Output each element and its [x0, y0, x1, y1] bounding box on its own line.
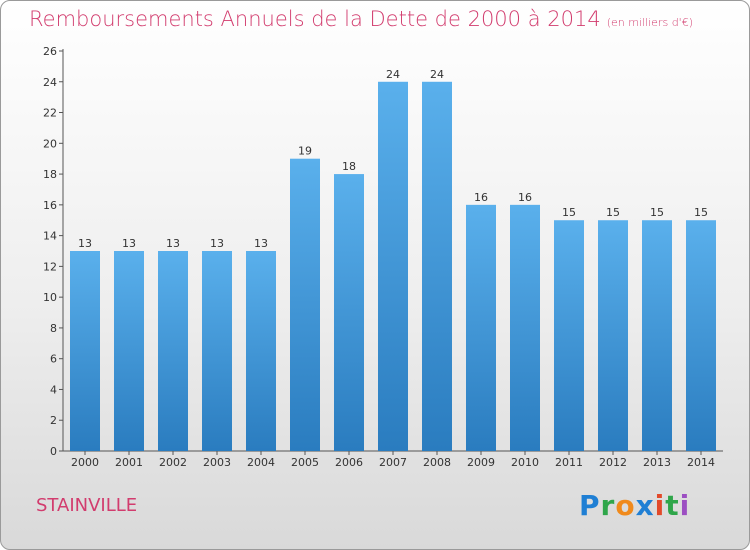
data-label-2010: 16 — [518, 191, 532, 204]
chart-title-text: Remboursements Annuels de la Dette de 20… — [29, 7, 601, 31]
data-label-2005: 19 — [298, 145, 312, 158]
bar-2010 — [510, 204, 540, 451]
x-tick-label-2004: 2004 — [247, 456, 275, 469]
data-label-2009: 16 — [474, 191, 488, 204]
bar-2014 — [686, 220, 716, 451]
data-label-2007: 24 — [386, 68, 400, 81]
y-tick-label: 6 — [50, 353, 57, 366]
y-tick-label: 18 — [43, 168, 57, 181]
x-tick-label-2011: 2011 — [555, 456, 583, 469]
bar-2000 — [70, 251, 100, 451]
x-tick-label-2002: 2002 — [159, 456, 187, 469]
data-label-2013: 15 — [650, 206, 664, 219]
data-label-2004: 13 — [254, 237, 268, 250]
data-label-2001: 13 — [122, 237, 136, 250]
x-tick-label-2013: 2013 — [643, 456, 671, 469]
data-label-2008: 24 — [430, 68, 444, 81]
y-tick-label: 26 — [43, 45, 57, 58]
y-tick-label: 0 — [50, 445, 57, 458]
bar-2006 — [334, 174, 364, 452]
y-tick-label: 14 — [43, 230, 57, 243]
x-tick-label-2000: 2000 — [71, 456, 99, 469]
place-name: STAINVILLE — [36, 495, 138, 516]
x-tick-label-2001: 2001 — [115, 456, 143, 469]
chart-title: Remboursements Annuels de la Dette de 20… — [29, 7, 693, 31]
y-tick-label: 2 — [50, 414, 57, 427]
x-tick-label-2010: 2010 — [511, 456, 539, 469]
chart-subtitle: (en milliers d'€) — [606, 16, 693, 29]
bar-2005 — [290, 158, 320, 451]
y-tick-label: 20 — [43, 137, 57, 150]
bar-2009 — [466, 204, 496, 451]
y-tick-label: 4 — [50, 383, 57, 396]
data-label-2006: 18 — [342, 160, 356, 173]
x-tick-label-2009: 2009 — [467, 456, 495, 469]
data-label-2014: 15 — [694, 206, 708, 219]
data-label-2003: 13 — [210, 237, 224, 250]
y-tick-label: 24 — [43, 76, 57, 89]
bar-2003 — [202, 251, 232, 451]
data-label-2011: 15 — [562, 206, 576, 219]
x-tick-label-2014: 2014 — [687, 456, 715, 469]
x-tick-label-2005: 2005 — [291, 456, 319, 469]
bar-2012 — [598, 220, 628, 451]
x-tick-label-2012: 2012 — [599, 456, 627, 469]
x-tick-label-2007: 2007 — [379, 456, 407, 469]
bar-2001 — [114, 251, 144, 451]
data-label-2012: 15 — [606, 206, 620, 219]
y-tick-label: 12 — [43, 260, 57, 273]
data-label-2002: 13 — [166, 237, 180, 250]
y-tick-label: 10 — [43, 291, 57, 304]
y-tick-label: 22 — [43, 107, 57, 120]
bar-2002 — [158, 251, 188, 451]
bar-2007 — [378, 81, 408, 452]
data-label-2000: 13 — [78, 237, 92, 250]
x-tick-label-2008: 2008 — [423, 456, 451, 469]
bars: 13 13 13 13 13 19 18 24 24 16 16 15 15 15 15 — [70, 68, 716, 452]
bar-2008 — [422, 81, 452, 452]
x-tick-label-2003: 2003 — [203, 456, 231, 469]
bar-2013 — [642, 220, 672, 451]
y-tick-label: 8 — [50, 322, 57, 335]
proxiti-logo[interactable]: Proxiti — [579, 489, 691, 522]
y-tick-label: 16 — [43, 199, 57, 212]
bar-2004 — [246, 251, 276, 451]
x-tick-label-2006: 2006 — [335, 456, 363, 469]
bar-2011 — [554, 220, 584, 451]
